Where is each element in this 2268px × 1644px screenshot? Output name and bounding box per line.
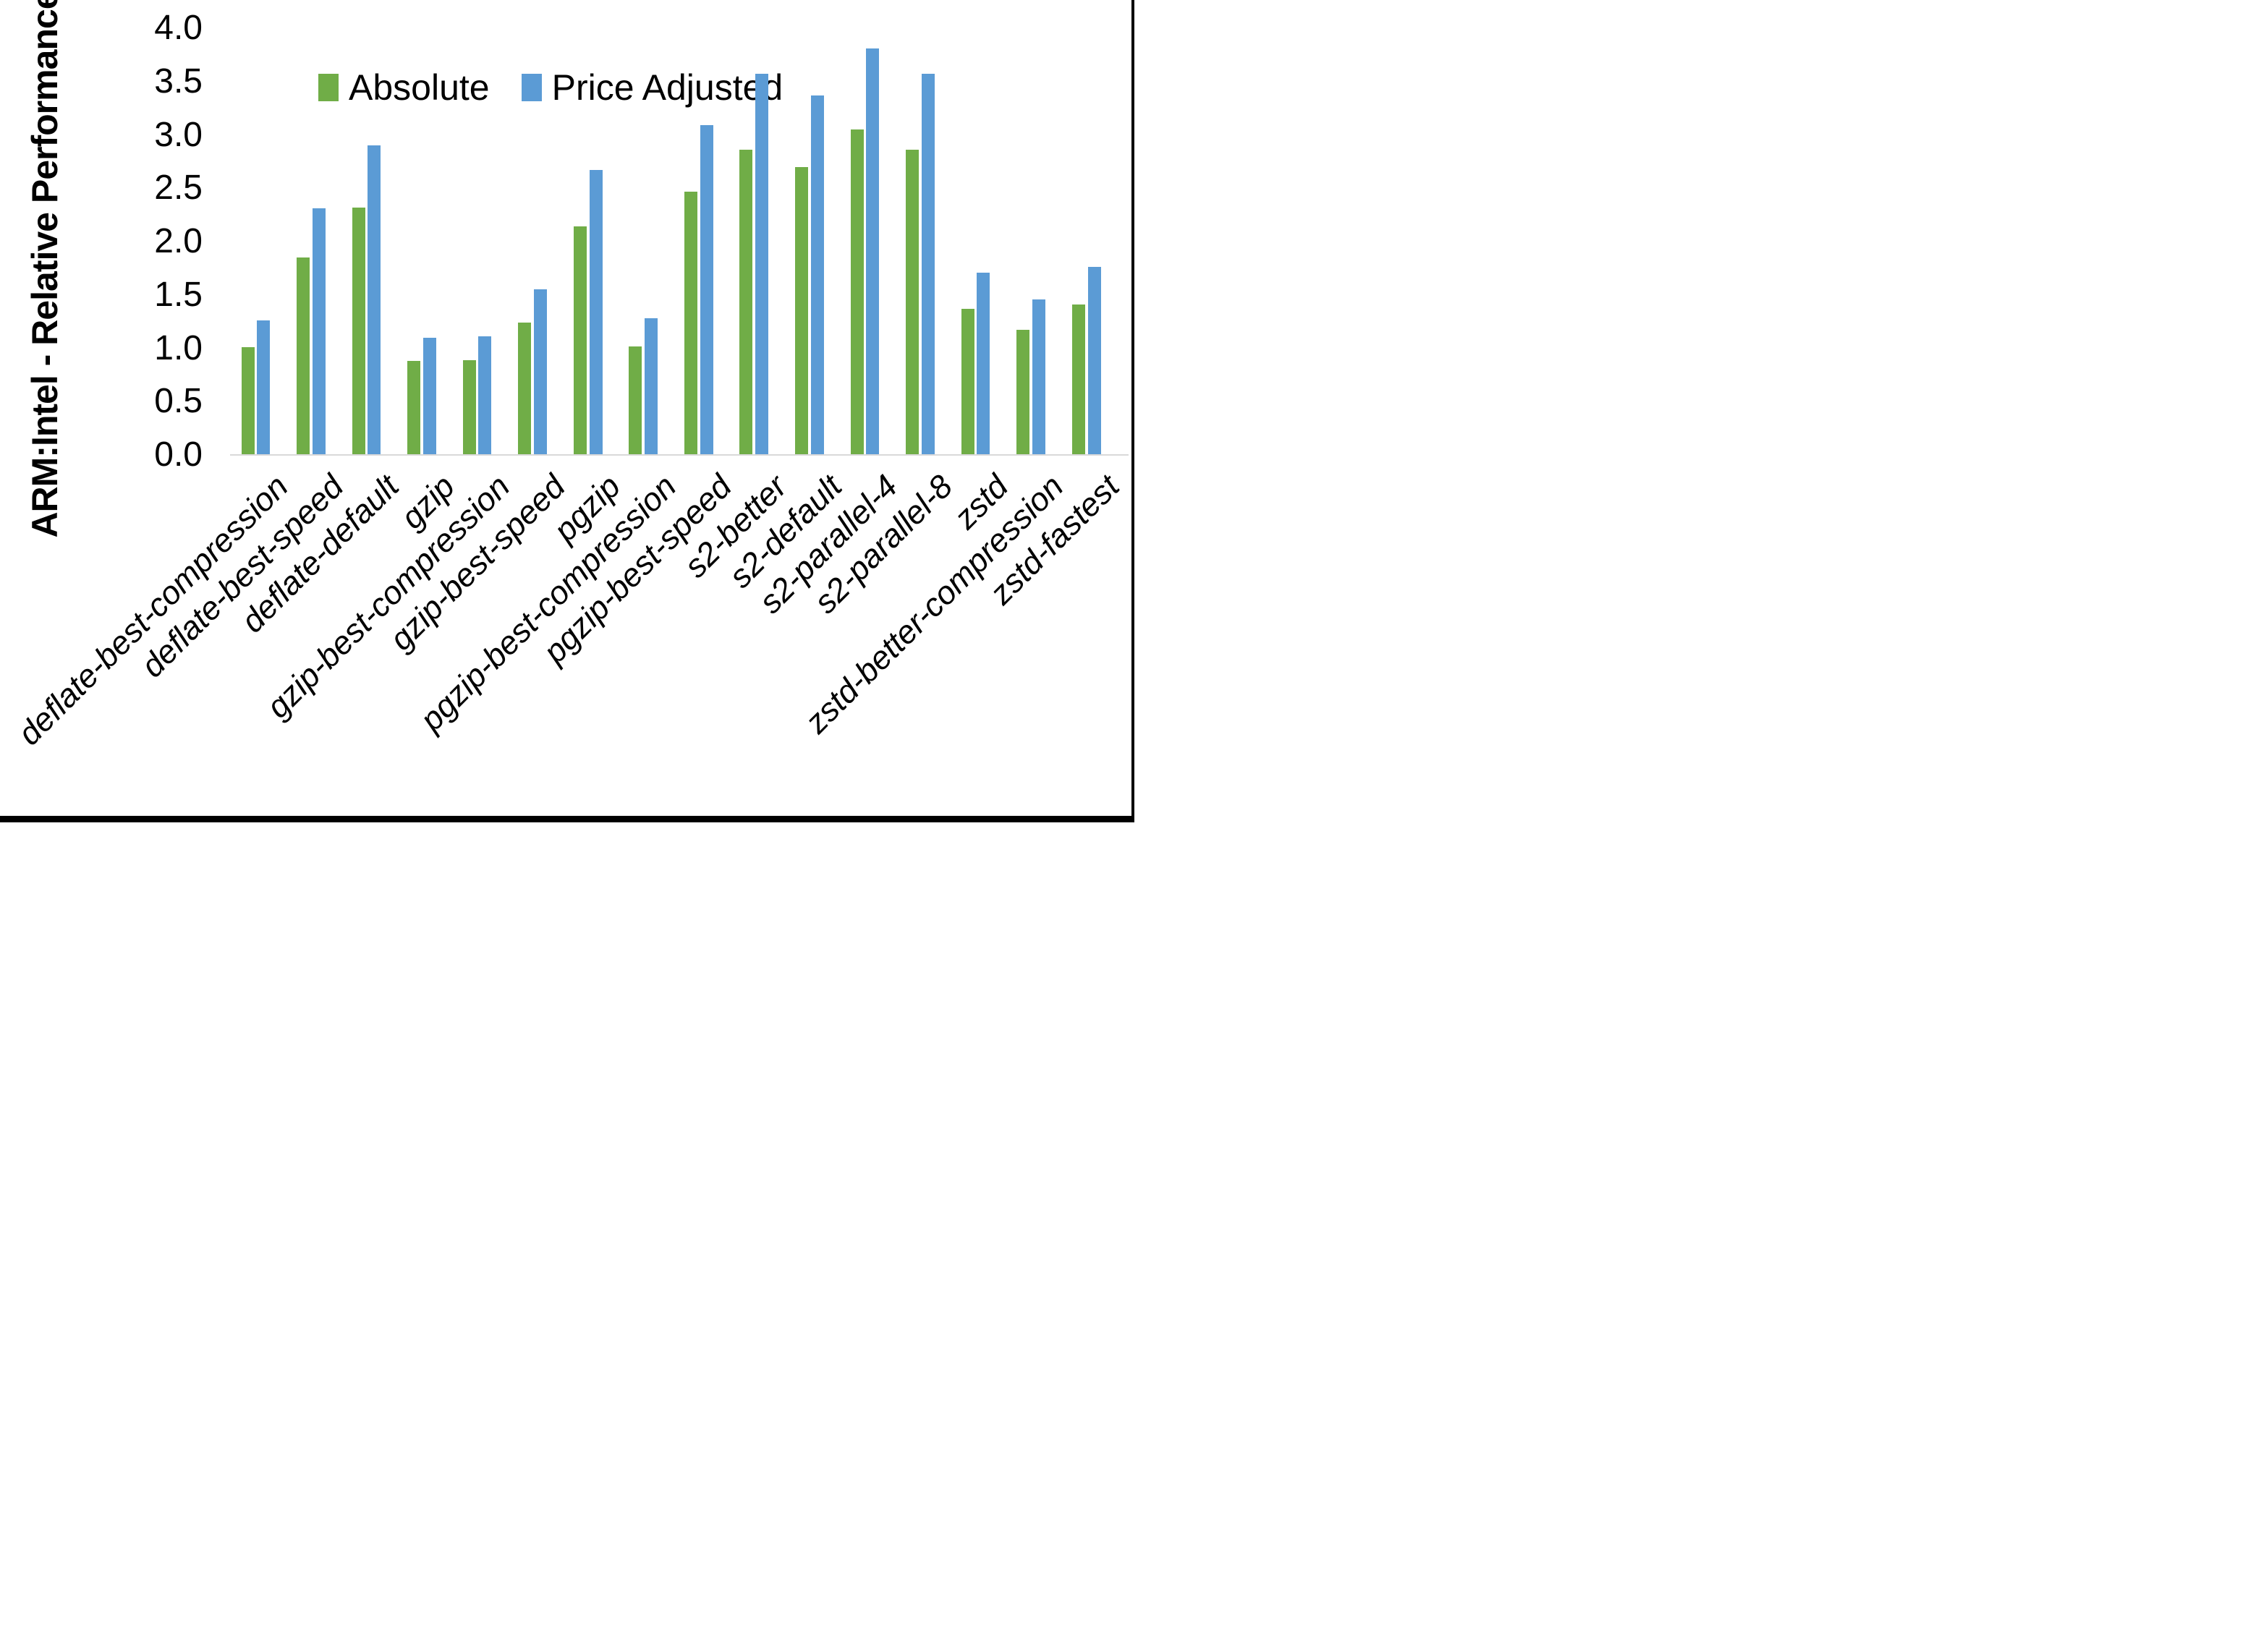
- bar-s2-parallel-4-price-adjusted: [866, 48, 880, 455]
- bar-deflate-default-absolute: [352, 207, 365, 455]
- bar-gzip-best-compression-price-adjusted: [478, 336, 492, 455]
- bar-deflate-default-price-adjusted: [368, 145, 381, 455]
- y-tick-label-2.5: 2.5: [154, 169, 203, 208]
- y-tick-label-0.0: 0.0: [154, 435, 203, 474]
- frame-bottom-border: [0, 816, 1134, 822]
- legend-item-price-adjusted: Price Adjusted: [521, 67, 783, 108]
- bar-deflate-best-compression-absolute: [241, 347, 255, 455]
- legend-item-absolute: Absolute: [318, 67, 490, 108]
- bar-s2-better-absolute: [739, 150, 753, 455]
- bar-s2-parallel-8-absolute: [906, 150, 919, 455]
- chart-figure: ARM:Intel - Relative Performance 0.0 0.5 1…: [0, 0, 1134, 822]
- y-tick-label-4.0: 4.0: [154, 9, 203, 47]
- bar-pgzip-best-speed-price-adjusted: [700, 125, 713, 455]
- bar-pgzip-best-speed-absolute: [684, 191, 697, 455]
- bar-s2-better-price-adjusted: [755, 74, 769, 455]
- bar-deflate-best-speed-absolute: [297, 257, 310, 455]
- legend-label-absolute: Absolute: [349, 67, 490, 108]
- bar-s2-default-price-adjusted: [810, 95, 824, 455]
- bar-gzip-best-speed-price-adjusted: [534, 289, 547, 455]
- y-tick-label-3.5: 3.5: [154, 61, 203, 101]
- price-adjusted-series-swatch: [521, 74, 542, 101]
- y-tick-label-0.5: 0.5: [154, 382, 203, 421]
- bar-s2-parallel-4-absolute: [850, 129, 864, 455]
- bar-zstd-fastest-absolute: [1071, 304, 1085, 455]
- y-tick-label-3.0: 3.0: [154, 115, 203, 154]
- bar-zstd-fastest-price-adjusted: [1087, 267, 1101, 455]
- bar-pgzip-best-compression-price-adjusted: [645, 318, 658, 455]
- legend: Absolute Price Adjusted: [318, 67, 783, 108]
- bar-pgzip-best-compression-absolute: [629, 346, 642, 455]
- bar-zstd-better-compression-price-adjusted: [1032, 299, 1045, 455]
- bar-pgzip-absolute: [573, 226, 587, 455]
- bar-zstd-price-adjusted: [977, 272, 990, 455]
- x-axis-line: [230, 454, 1129, 456]
- frame-right-border: [1131, 0, 1134, 822]
- bar-deflate-best-speed-price-adjusted: [312, 208, 326, 455]
- bar-deflate-best-compression-price-adjusted: [257, 320, 271, 455]
- bar-zstd-absolute: [961, 308, 974, 455]
- absolute-series-swatch: [318, 74, 339, 101]
- y-tick-label-1.5: 1.5: [154, 275, 203, 314]
- y-axis-title: ARM:Intel - Relative Performance: [25, 0, 65, 538]
- bar-gzip-price-adjusted: [422, 337, 436, 455]
- bar-zstd-better-compression-absolute: [1016, 330, 1030, 455]
- bar-pgzip-price-adjusted: [589, 170, 603, 455]
- bar-gzip-best-speed-absolute: [518, 323, 532, 455]
- bar-s2-default-absolute: [795, 166, 808, 455]
- y-tick-label-2.0: 2.0: [154, 222, 203, 260]
- legend-label-price-adjusted: Price Adjusted: [551, 67, 783, 108]
- bar-gzip-absolute: [407, 361, 421, 455]
- bar-s2-parallel-8-price-adjusted: [921, 74, 935, 455]
- y-tick-label-1.0: 1.0: [154, 328, 203, 367]
- bar-gzip-best-compression-absolute: [462, 359, 476, 455]
